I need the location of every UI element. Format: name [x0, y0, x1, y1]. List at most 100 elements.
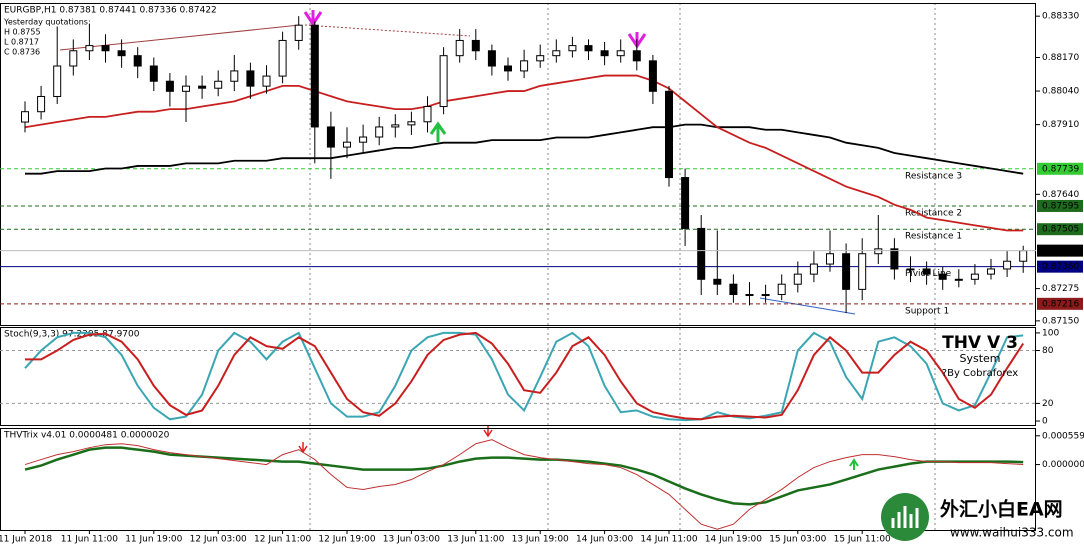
panel-frame: [0, 327, 1036, 426]
candle-body: [182, 85, 190, 92]
level-box: [1037, 162, 1083, 175]
candle-body: [133, 55, 142, 67]
y-tick-label: 0.87640: [1042, 190, 1079, 200]
candle-body: [648, 60, 657, 92]
candle-body: [970, 273, 979, 280]
candle-body: [37, 95, 46, 113]
level-label: Resistance 2: [905, 208, 962, 218]
trix-buy-arrow: [849, 458, 859, 470]
candle-body: [165, 80, 174, 92]
annotation: THV V 3: [942, 333, 1018, 353]
x-tick-label: 12 Jun 11:00: [254, 535, 311, 545]
candle-body: [761, 294, 770, 297]
candle-body: [423, 106, 432, 123]
panel-title: Stoch(9,3,3) 97.2295 87.9700: [4, 330, 140, 340]
panel-frame: [0, 428, 1036, 531]
annotation: C 0.8736: [4, 48, 40, 57]
indicator-line: [24, 439, 1024, 530]
trend-line: [759, 297, 856, 315]
candle-body: [616, 50, 625, 57]
trend-lines: [59, 24, 856, 315]
level-label: Resistance 3: [905, 171, 962, 181]
annotation: Yesterday quotations:: [3, 18, 91, 27]
candle-body: [359, 136, 368, 143]
candle-body: [101, 45, 110, 52]
annotation: ?By Cobraforex: [942, 368, 1018, 379]
panel-frame: [0, 3, 1036, 326]
candle-body: [632, 50, 641, 62]
candle-body: [809, 263, 818, 275]
candle-body: [198, 85, 207, 89]
candle-body: [375, 126, 384, 138]
candle-body: [890, 248, 899, 270]
level-value: 0.87360: [1042, 262, 1079, 272]
level-label: Resistance 1: [905, 232, 962, 242]
annotation: L 0.8717: [4, 38, 39, 47]
indicator-line: [24, 446, 1024, 506]
candle-body: [681, 177, 690, 229]
candle-body: [149, 65, 158, 82]
candle-body: [552, 50, 561, 57]
candle-body: [1003, 260, 1012, 270]
y-tick-label: 0.88330: [1042, 12, 1079, 22]
y-tick-label: 0.87150: [1042, 316, 1079, 326]
candle-body: [697, 227, 706, 280]
y-tick-label: 0: [1042, 417, 1048, 427]
candle-body: [455, 39, 464, 57]
candle-body: [713, 278, 722, 285]
level-box: [1037, 199, 1083, 212]
candle-body: [793, 273, 802, 285]
candle-body: [69, 50, 78, 67]
candle-body: [777, 283, 786, 296]
candle-body: [600, 50, 609, 57]
panel-title: THVTrix v4.01 0.0000481 0.0000020: [3, 431, 170, 441]
candle-body: [954, 278, 963, 281]
annotation: System: [959, 352, 1000, 365]
current-price-box: [1037, 244, 1083, 257]
trix-sell-arrow: [483, 426, 493, 438]
x-tick-label: 14 Jun 03:00: [576, 535, 633, 545]
candle-body: [391, 124, 400, 128]
candle-body: [665, 90, 673, 179]
annotation: H 0.8755: [4, 28, 41, 37]
y-tick-label: 0.88170: [1042, 53, 1079, 63]
signal-arrows: [298, 10, 859, 470]
x-tick-label: 13 Jun 11:00: [447, 535, 504, 545]
x-tick-label: 13 Jun 03:00: [383, 535, 440, 545]
candle-body: [987, 268, 995, 275]
candle-body: [262, 75, 271, 87]
y-tick-label: 0.87910: [1042, 120, 1079, 130]
indicator-line: [24, 331, 1024, 422]
candle-body: [1019, 250, 1028, 262]
candle-body: [326, 126, 335, 148]
candle-body: [487, 50, 496, 67]
candle-body: [246, 70, 255, 87]
level-value: 0.87595: [1042, 201, 1079, 211]
candle-body: [278, 39, 287, 77]
candle-body: [568, 45, 577, 52]
x-tick-label: 15 Jun 11:00: [834, 535, 891, 545]
candle-body: [117, 50, 126, 57]
x-tick-label: 12 Jun 03:00: [190, 535, 247, 545]
trend-line: [59, 24, 301, 51]
x-tick-label: 11 Jun 2018: [0, 535, 52, 545]
x-tick-label: 14 Jun 11:00: [640, 535, 697, 545]
level-label: Support 1: [905, 306, 949, 316]
candle-body: [745, 294, 754, 297]
buy-arrow: [429, 121, 447, 142]
moving-average: [25, 123, 1024, 175]
candle-body: [85, 45, 94, 52]
candle-body: [858, 253, 867, 290]
level-value: 0.87216: [1042, 299, 1079, 309]
y-tick-label: 0.000000: [1042, 460, 1084, 470]
candle-body: [584, 45, 593, 52]
y-tick-label: 0.88040: [1042, 87, 1079, 97]
x-tick-label: 11 Jun 11:00: [61, 535, 118, 545]
candle-body: [230, 70, 239, 82]
x-tick-label: 14 Jun 19:00: [705, 535, 762, 545]
candle-body: [729, 283, 738, 296]
candle-body: [471, 39, 480, 52]
candle-body: [906, 268, 915, 271]
